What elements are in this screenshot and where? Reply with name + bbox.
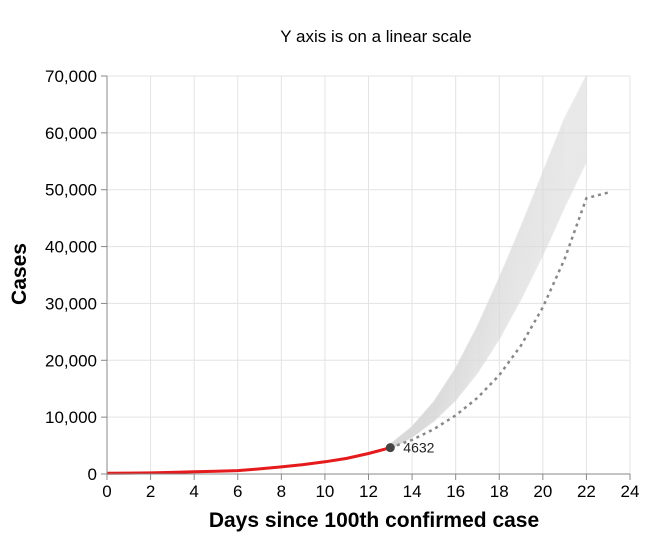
x-tick-label: 4	[189, 482, 198, 501]
simulation-line	[389, 152, 588, 450]
simulation-line	[389, 134, 588, 449]
simulation-line	[389, 156, 588, 450]
y-tick-label: 10,000	[45, 408, 97, 427]
x-tick-label: 22	[577, 482, 596, 501]
x-tick-label: 10	[315, 482, 334, 501]
last-point-label: 4632	[403, 440, 434, 456]
simulation-line	[389, 112, 588, 448]
x-tick-label: 2	[146, 482, 155, 501]
grid	[106, 75, 631, 475]
simulation-line	[389, 130, 588, 449]
simulation-line	[389, 106, 588, 447]
simulation-line	[389, 136, 588, 449]
y-tick-label: 60,000	[45, 124, 97, 143]
y-tick-label: 0	[88, 465, 97, 484]
simulation-line	[389, 123, 588, 448]
simulation-line	[389, 93, 588, 446]
x-tick-label: 16	[446, 482, 465, 501]
x-tick-label: 0	[102, 482, 111, 501]
y-tick-label: 20,000	[45, 351, 97, 370]
simulation-line	[389, 110, 588, 447]
simulation-line	[389, 101, 588, 447]
simulation-line	[389, 82, 588, 446]
x-tick-label: 20	[533, 482, 552, 501]
simulation-line	[389, 150, 588, 450]
simulation-line	[389, 141, 588, 449]
simulation-line	[389, 88, 588, 446]
projection-line	[389, 191, 609, 449]
simulation-line	[389, 108, 588, 447]
simulation-line	[389, 143, 588, 449]
x-tick-label: 24	[621, 482, 640, 501]
simulation-line	[389, 154, 588, 450]
tick-labels: 0 2 4 6 8 10 12 14 16 18 20 22 24010,00020,00030,000…	[45, 67, 639, 501]
simulation-line	[389, 117, 588, 448]
axes	[101, 75, 631, 480]
y-axis-title: Cases	[8, 243, 31, 305]
last-data-point	[385, 443, 395, 453]
simulation-trajectories	[389, 75, 588, 450]
simulation-line	[389, 125, 588, 448]
observed-line	[106, 446, 391, 475]
simulation-line	[389, 115, 588, 448]
simulation-line	[389, 147, 588, 449]
x-tick-label: 12	[359, 482, 378, 501]
x-tick-label: 8	[277, 482, 286, 501]
x-axis-title: Days since 100th confirmed case	[209, 509, 539, 532]
x-tick-label: 14	[403, 482, 422, 501]
simulation-line	[389, 97, 588, 447]
simulation-line	[389, 119, 588, 448]
simulation-line	[389, 86, 588, 446]
simulation-line	[389, 121, 588, 448]
simulation-line	[389, 158, 588, 450]
series-layer: 4632	[106, 191, 609, 475]
simulation-line	[389, 132, 588, 449]
simulation-line	[389, 128, 588, 448]
x-tick-label: 18	[490, 482, 509, 501]
simulation-line	[389, 95, 588, 447]
x-tick-label: 6	[233, 482, 242, 501]
simulation-line	[389, 80, 588, 446]
simulation-line	[389, 75, 588, 445]
simulation-line	[389, 84, 588, 446]
y-tick-label: 40,000	[45, 238, 97, 257]
simulation-line	[389, 160, 588, 450]
y-tick-label: 30,000	[45, 294, 97, 313]
simulation-line	[389, 90, 588, 446]
simulation-line	[389, 99, 588, 447]
simulation-line	[389, 139, 588, 449]
simulation-line	[389, 145, 588, 449]
y-tick-label: 50,000	[45, 181, 97, 200]
simulation-line	[389, 104, 588, 447]
simulation-line	[389, 77, 588, 446]
y-tick-label: 70,000	[45, 67, 97, 86]
chart-title: Y axis is on a linear scale	[280, 27, 472, 46]
